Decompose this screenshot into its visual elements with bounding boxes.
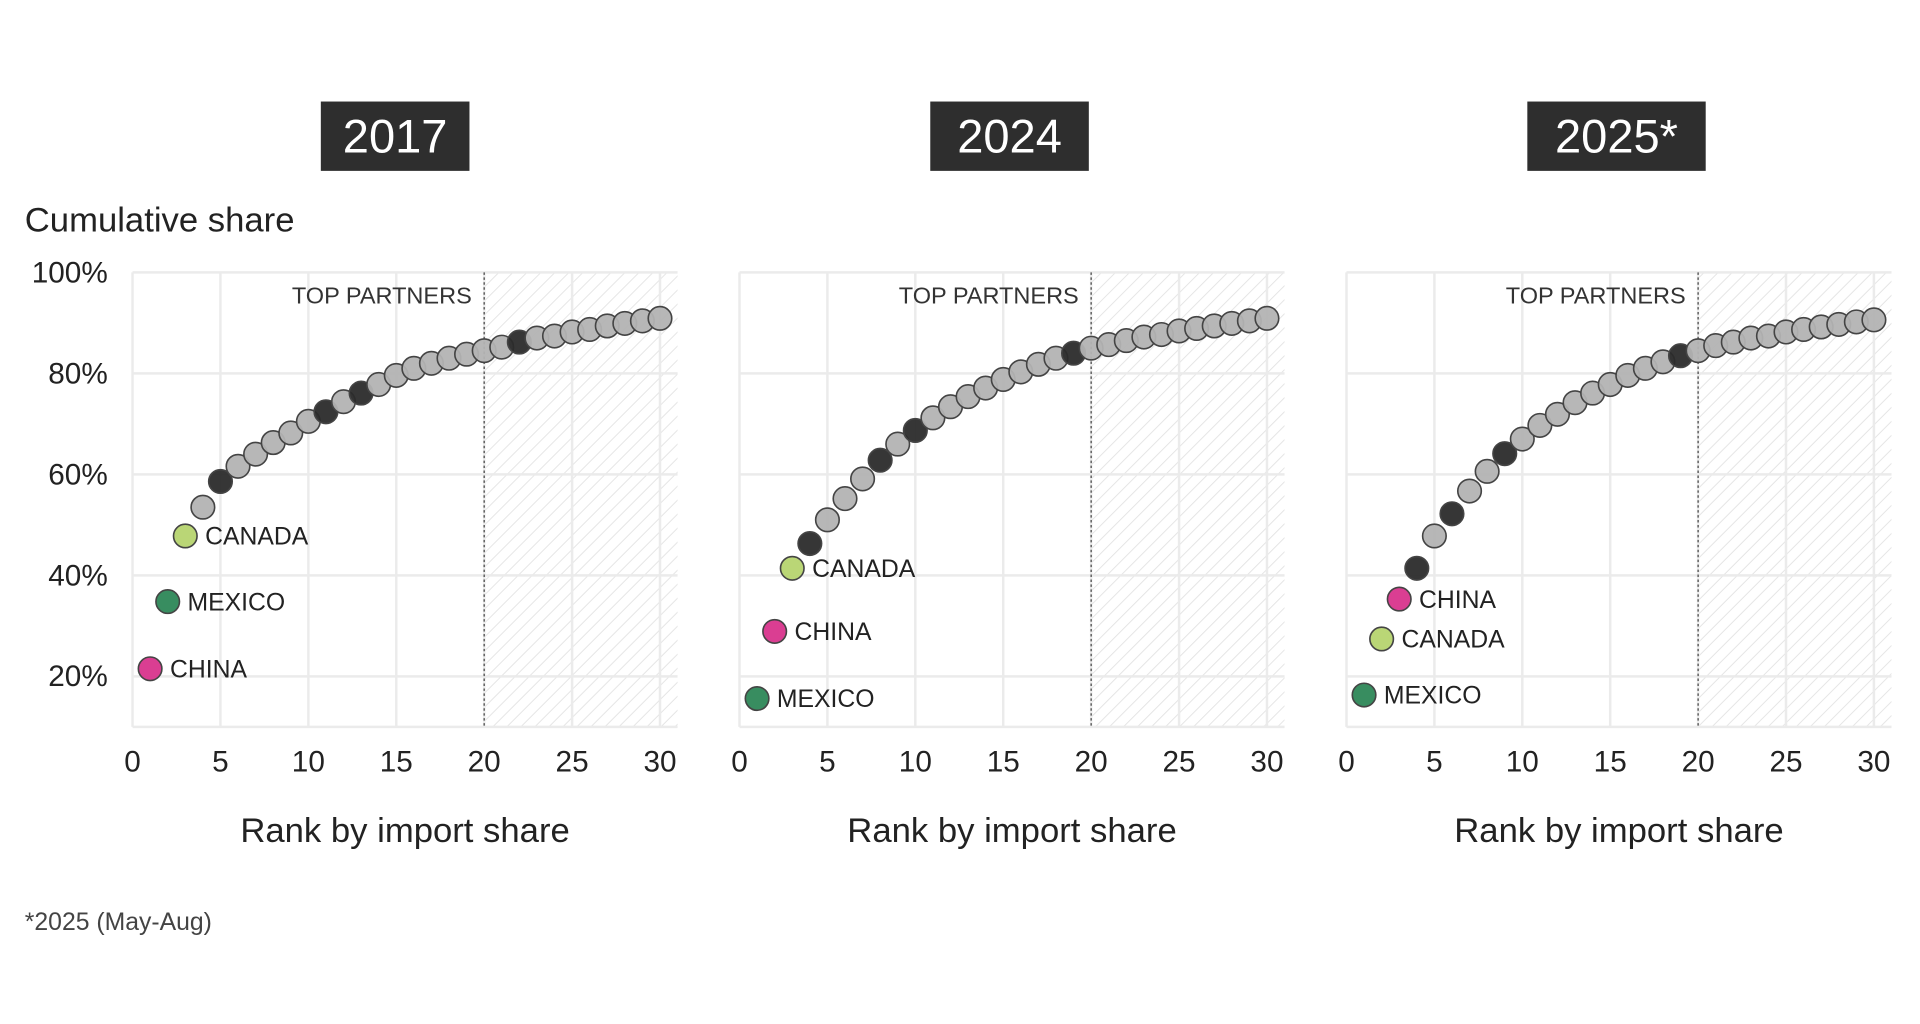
data-point: [885, 431, 911, 457]
data-point: [1404, 555, 1430, 581]
x-tick-label: 0: [1338, 745, 1355, 778]
data-point: [207, 468, 234, 495]
data-point: [278, 420, 304, 446]
panel-title-box: [320, 101, 470, 171]
top-partners-label: TOP PARTNERS: [292, 282, 472, 308]
data-point: [225, 453, 251, 479]
x-tick-label: 10: [292, 745, 325, 778]
x-tick-label: 25: [1163, 745, 1196, 778]
data-point: [647, 305, 673, 331]
data-point: [1456, 478, 1483, 504]
panel-title: 2025*: [1555, 109, 1678, 162]
data-point: [1492, 441, 1518, 467]
point-label: CANADA: [1401, 627, 1505, 654]
y-tick-label: 100%: [32, 256, 108, 289]
point-china: [1386, 586, 1412, 612]
point-canada: [172, 523, 198, 549]
point-label: MEXICO: [1384, 683, 1482, 710]
point-mexico: [1351, 682, 1377, 708]
x-axis-title: Rank by import share: [847, 812, 1176, 850]
point-china: [762, 618, 788, 644]
panel-title-box: [1527, 101, 1706, 171]
top-partners-label: TOP PARTNERS: [899, 282, 1079, 308]
data-point: [1439, 501, 1465, 527]
x-tick-label: 10: [899, 745, 932, 778]
x-tick-label: 5: [1426, 745, 1443, 778]
data-point: [797, 530, 823, 557]
data-point: [850, 466, 876, 492]
data-point: [243, 441, 269, 467]
x-tick-label: 0: [124, 745, 141, 778]
panel-title: 2024: [957, 109, 1062, 162]
x-tick-label: 15: [380, 745, 413, 778]
x-tick-label: 15: [1594, 745, 1627, 778]
data-point: [1474, 458, 1500, 484]
x-tick-label: 20: [1682, 745, 1715, 778]
point-label: MEXICO: [777, 686, 875, 713]
x-tick-label: 30: [1857, 745, 1890, 778]
x-axis-title: Rank by import share: [240, 812, 569, 850]
point-mexico: [744, 685, 770, 712]
x-tick-label: 20: [468, 745, 501, 778]
x-tick-label: 30: [1250, 745, 1283, 778]
point-label: CANADA: [812, 556, 916, 583]
y-axis-title: Cumulative share: [25, 202, 295, 240]
data-point: [814, 507, 840, 533]
point-label: CHINA: [1419, 587, 1497, 614]
point-canada: [779, 555, 805, 581]
x-tick-label: 0: [731, 745, 748, 778]
data-point: [1861, 307, 1887, 333]
x-tick-label: 5: [212, 745, 229, 778]
point-label: MEXICO: [188, 589, 286, 616]
x-tick-label: 5: [819, 745, 836, 778]
panel-title: 2017: [343, 109, 448, 162]
point-label: CANADA: [205, 524, 309, 551]
point-china: [137, 656, 163, 682]
data-point: [832, 486, 858, 512]
data-point: [902, 417, 928, 444]
point-label: CHINA: [794, 619, 872, 646]
data-point: [1254, 305, 1280, 331]
x-tick-label: 25: [556, 745, 589, 778]
data-point: [1509, 426, 1535, 452]
panel-2: 2025* 0 5 10 15 20 25 30 TOP PARTNERS MEXICO CANAD…: [1338, 101, 1892, 850]
data-point: [190, 494, 216, 520]
y-tick-label: 20%: [48, 660, 107, 693]
x-tick-label: 15: [987, 745, 1020, 778]
point-label: CHINA: [170, 656, 248, 683]
panel-0: 2017 20% 40% 60% 80% 100% 0 5 10 15 20 25 30 TOP PART…: [32, 101, 678, 850]
point-canada: [1369, 626, 1395, 652]
x-tick-label: 10: [1506, 745, 1539, 778]
x-tick-label: 20: [1075, 745, 1108, 778]
panel-1: 2024 0 5 10 15 20 25 30 TOP PARTNERS MEXICO CHINA C…: [731, 101, 1285, 850]
y-tick-label: 40%: [48, 559, 107, 592]
panel-title-box: [930, 101, 1089, 171]
data-point: [867, 447, 893, 473]
footnote: *2025 (May-Aug): [25, 909, 212, 936]
y-tick-label: 60%: [48, 458, 107, 491]
top-partners-label: TOP PARTNERS: [1506, 282, 1686, 308]
x-tick-label: 30: [643, 745, 676, 778]
point-mexico: [155, 589, 181, 615]
x-axis-title: Rank by import share: [1454, 812, 1783, 850]
data-point: [1544, 401, 1571, 427]
y-tick-label: 80%: [48, 357, 107, 390]
data-point: [1421, 523, 1447, 549]
x-tick-label: 25: [1769, 745, 1802, 778]
